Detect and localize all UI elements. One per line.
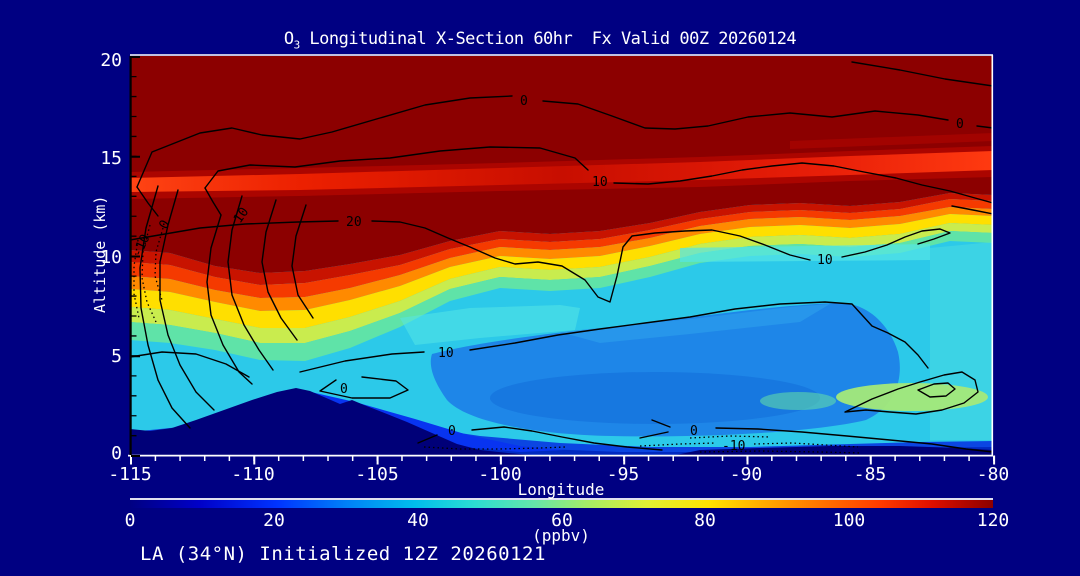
x-tick-label: -95 bbox=[606, 464, 640, 485]
title-subscript: 3 bbox=[293, 38, 301, 52]
x-tick-label: -115 bbox=[108, 464, 152, 485]
contour-label: 10 bbox=[592, 175, 608, 190]
x-tick-label: -85 bbox=[853, 464, 887, 485]
y-axis-ticks bbox=[131, 56, 140, 457]
contour-label: 10 bbox=[438, 346, 454, 361]
plot-frame bbox=[128, 54, 994, 457]
contour-label: 0 bbox=[520, 94, 528, 109]
contour-label: -10 bbox=[722, 439, 745, 454]
initialization-text: LA (34°N) Initialized 12Z 20260121 bbox=[140, 543, 546, 565]
colorbar bbox=[130, 498, 993, 508]
contour-label: 10 bbox=[817, 253, 833, 268]
x-tick-label: -90 bbox=[729, 464, 763, 485]
x-axis-ticks bbox=[130, 455, 996, 465]
x-tick-label: -80 bbox=[976, 464, 1010, 485]
colorbar-tick-label: 0 bbox=[124, 510, 136, 531]
y-tick-label: 10 bbox=[100, 247, 122, 268]
ozone-field: 0 0 10 20 0 10 -10 10 10 0 0 0 -10 bbox=[130, 56, 993, 455]
y-tick-label: 5 bbox=[111, 346, 122, 367]
colorbar-tick-label: 120 bbox=[976, 510, 1010, 531]
colorbar-tick-label: 60 bbox=[551, 510, 573, 531]
contour-label: 0 bbox=[690, 424, 698, 439]
x-tick-label: -100 bbox=[478, 464, 522, 485]
negative-contour-lines bbox=[133, 224, 863, 454]
colorbar-tick-label: 20 bbox=[263, 510, 285, 531]
y-tick-label: 20 bbox=[100, 50, 122, 71]
contour-label: 10 bbox=[231, 205, 252, 226]
contour-label: 0 bbox=[448, 424, 456, 439]
plot-title: O3 Longitudinal X-Section 60hr Fx Valid … bbox=[283, 29, 797, 52]
colorbar-gradient bbox=[130, 500, 993, 508]
contour-label: 0 bbox=[956, 117, 964, 132]
colorbar-tick-label: 40 bbox=[407, 510, 429, 531]
contour-label: 20 bbox=[346, 215, 362, 230]
colorbar-tick-label: 100 bbox=[832, 510, 866, 531]
y-tick-label: 15 bbox=[100, 148, 122, 169]
contour-label: 0 bbox=[340, 382, 348, 397]
y-tick-label: 0 bbox=[111, 443, 122, 464]
overlay-contour-lines bbox=[130, 61, 993, 453]
colorbar-units-label: (ppbv) bbox=[532, 526, 590, 545]
x-axis-label: Longitude bbox=[517, 480, 605, 499]
x-tick-label: -110 bbox=[231, 464, 275, 485]
colorbar-tick-label: 80 bbox=[694, 510, 716, 531]
x-tick-label: -105 bbox=[355, 464, 399, 485]
